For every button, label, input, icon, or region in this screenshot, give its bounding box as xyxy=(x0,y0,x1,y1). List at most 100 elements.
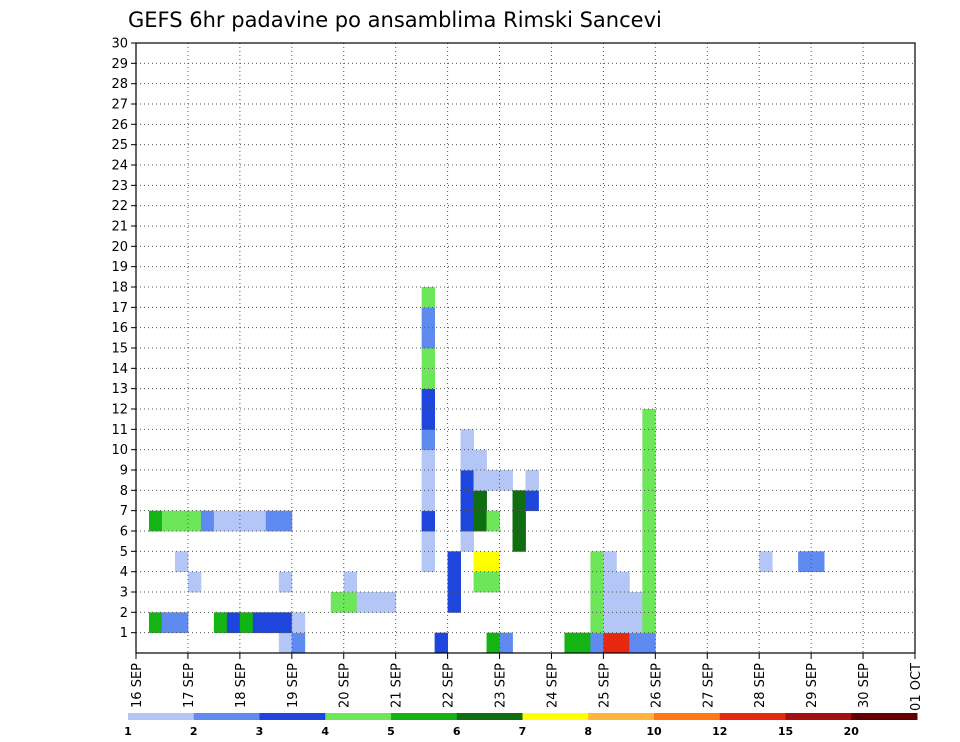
heatmap-cell xyxy=(590,592,604,613)
heatmap-cell xyxy=(473,449,487,471)
legend-swatch xyxy=(391,713,458,720)
y-tick-label: 6 xyxy=(120,525,128,540)
heatmap-cell xyxy=(590,612,604,634)
y-tick-label: 21 xyxy=(111,220,128,235)
heatmap-cell xyxy=(525,470,539,491)
heatmap-cell xyxy=(148,510,163,532)
heatmap-cell xyxy=(473,510,487,532)
legend-swatch xyxy=(128,713,195,720)
heatmap-cell xyxy=(811,551,825,573)
heatmap-cell xyxy=(174,612,189,634)
x-tick-label: 16 SEP xyxy=(130,663,145,708)
legend-label: 20 xyxy=(844,725,860,738)
legend-swatch xyxy=(193,713,260,720)
heatmap-cell xyxy=(447,551,461,573)
y-tick-label: 9 xyxy=(120,464,128,479)
y-tick-label: 26 xyxy=(111,118,128,133)
legend-swatch xyxy=(588,713,655,720)
heatmap-cell xyxy=(499,470,513,491)
x-tick-label: 29 SEP xyxy=(805,663,820,708)
y-tick-label: 17 xyxy=(111,301,128,316)
heatmap-cell xyxy=(590,632,604,654)
heatmap-cell xyxy=(343,571,358,593)
heatmap-cell xyxy=(447,592,461,613)
y-tick-label: 5 xyxy=(120,545,128,560)
heatmap-cell xyxy=(369,592,384,613)
heatmap-cell xyxy=(512,531,526,552)
y-tick-label: 25 xyxy=(111,138,128,153)
x-tick-label: 24 SEP xyxy=(545,663,560,708)
heatmap-cell xyxy=(486,470,500,491)
heatmap-cell xyxy=(265,510,280,532)
heatmap-cell xyxy=(642,429,656,451)
heatmap-cell xyxy=(642,470,656,491)
legend-label: 15 xyxy=(778,725,793,738)
y-tick-label: 11 xyxy=(111,423,128,438)
x-tick-label: 17 SEP xyxy=(182,663,197,708)
legend-swatch xyxy=(719,713,786,720)
grid-lines xyxy=(136,43,915,653)
heatmap-cell xyxy=(174,510,189,532)
heatmap-cell xyxy=(460,449,474,471)
y-tick-label: 3 xyxy=(120,586,128,601)
heatmap-cell xyxy=(473,490,487,512)
legend-swatch xyxy=(654,713,721,720)
y-tick-label: 29 xyxy=(111,57,128,72)
heatmap-cell xyxy=(291,612,306,634)
x-tick-label: 25 SEP xyxy=(597,663,612,708)
heatmap-cell xyxy=(460,470,474,491)
x-tick-label: 21 SEP xyxy=(390,663,405,708)
legend-swatch xyxy=(259,713,326,720)
heatmap-cell xyxy=(473,551,487,573)
y-axis-ticks: 1234567891011121314151617181920212223242… xyxy=(111,37,136,641)
heatmap-cell xyxy=(278,612,293,634)
heatmap-cell xyxy=(421,490,436,512)
heatmap-cell xyxy=(252,510,267,532)
legend-label: 8 xyxy=(584,725,592,738)
heatmap-cell xyxy=(486,510,500,532)
heatmap-cell xyxy=(421,470,436,491)
heatmap-cell xyxy=(174,551,189,573)
heatmap-cell xyxy=(239,510,254,532)
heatmap-cell xyxy=(590,571,604,593)
heatmap-cell xyxy=(642,592,656,613)
legend-label: 3 xyxy=(256,725,264,738)
legend-label: 12 xyxy=(712,725,727,738)
heatmap-cell xyxy=(642,490,656,512)
heatmap-cell xyxy=(421,409,436,430)
legend-label: 2 xyxy=(190,725,198,738)
y-tick-label: 2 xyxy=(120,606,128,621)
y-tick-label: 24 xyxy=(111,159,128,174)
heatmap-cell xyxy=(226,612,241,634)
heatmap-cell xyxy=(642,612,656,634)
y-tick-label: 23 xyxy=(111,179,128,194)
heatmap-cell xyxy=(343,592,358,613)
heatmap-cell xyxy=(798,551,812,573)
y-tick-label: 18 xyxy=(111,281,128,296)
x-tick-label: 30 SEP xyxy=(857,663,872,708)
heatmap-cell xyxy=(642,571,656,593)
legend-swatch xyxy=(522,713,589,720)
y-tick-label: 12 xyxy=(111,403,128,418)
heatmap-cell xyxy=(629,612,643,634)
heatmap-cell xyxy=(421,449,436,471)
heatmap-cell xyxy=(642,449,656,471)
y-tick-label: 22 xyxy=(111,199,128,214)
heatmap-cell xyxy=(486,571,500,593)
heatmap-cell xyxy=(421,348,436,369)
heatmap-cell xyxy=(421,287,436,308)
heatmap-cell xyxy=(460,510,474,532)
y-tick-label: 10 xyxy=(111,443,128,458)
heatmap-cell xyxy=(421,510,436,532)
y-tick-label: 16 xyxy=(111,321,128,336)
heatmap-cell xyxy=(759,551,773,573)
heatmap-cell xyxy=(616,612,630,634)
heatmap-cell xyxy=(460,531,474,552)
heatmap-cell xyxy=(603,571,617,593)
x-tick-label: 01 OCT xyxy=(909,663,924,711)
heatmap-cell xyxy=(616,592,630,613)
heatmap-cell xyxy=(421,551,436,573)
y-tick-label: 27 xyxy=(111,98,128,113)
heatmap-cell xyxy=(226,510,241,532)
